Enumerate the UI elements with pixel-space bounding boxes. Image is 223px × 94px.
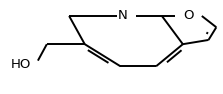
Text: N: N [117, 9, 127, 22]
Text: O: O [183, 9, 194, 22]
Text: HO: HO [11, 58, 31, 71]
